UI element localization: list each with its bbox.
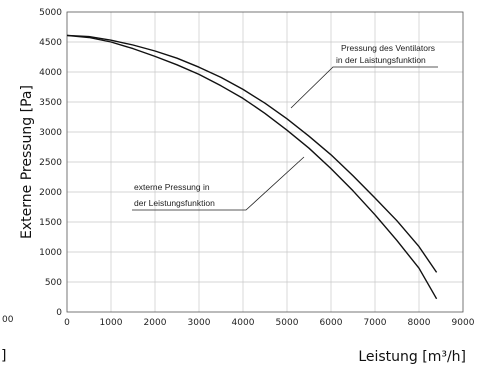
curve-external-pressure — [66, 34, 438, 300]
x-tick-label: 2000 — [144, 318, 167, 328]
y-tick-label: 0 — [56, 308, 62, 318]
left-edge-number-fragment: 00 — [2, 315, 14, 325]
annotation-fan-pressure-line1: Pressung des Ventilators — [341, 43, 435, 53]
left-edge-bracket-fragment: ] — [1, 348, 6, 364]
curve-fan-pressure — [66, 34, 438, 273]
x-tick-label: 5000 — [276, 318, 299, 328]
y-tick-label: 5000 — [39, 8, 62, 18]
annotation-external-pressure-line2: der Leistungsfunktion — [134, 198, 215, 208]
annotation-fan-pressure: Pressung des Ventilators in der Laistung… — [290, 43, 438, 109]
x-tick-labels: 0 1000 2000 3000 4000 5000 6000 7000 8000 9000 — [64, 318, 475, 328]
y-axis-title: Externe Pressung [Pa] — [19, 85, 35, 239]
curves — [66, 34, 438, 300]
plot-frame — [66, 11, 464, 313]
y-tick-label: 3500 — [39, 98, 62, 108]
x-tick-label: 7000 — [364, 318, 387, 328]
y-tick-label: 4000 — [39, 68, 62, 78]
x-tick-label: 6000 — [320, 318, 343, 328]
y-tick-label: 4500 — [39, 38, 62, 48]
y-tick-label: 1000 — [39, 248, 62, 258]
x-tick-label: 8000 — [408, 318, 431, 328]
annotation-fan-pressure-leader — [290, 66, 438, 109]
x-tick-label: 0 — [64, 318, 70, 328]
x-tick-label: 3000 — [188, 318, 211, 328]
grid-lines — [67, 12, 463, 312]
y-tick-label: 2500 — [39, 158, 62, 168]
annotation-external-pressure-leader — [132, 156, 305, 211]
y-tick-label: 2000 — [39, 188, 62, 198]
x-axis-title: Leistung [m³/h] — [358, 349, 466, 365]
annotation-fan-pressure-line2: in der Laistungsfunktion — [336, 55, 426, 65]
annotation-external-pressure: externe Pressung in der Leistungsfunktio… — [132, 156, 305, 211]
x-tick-label: 9000 — [452, 318, 475, 328]
y-tick-label: 500 — [45, 278, 62, 288]
x-tick-label: 1000 — [100, 318, 123, 328]
x-tick-label: 4000 — [232, 318, 255, 328]
annotation-external-pressure-line1: externe Pressung in — [134, 182, 210, 192]
y-tick-labels: 0 500 1000 1500 2000 2500 3000 3500 4000 4500 5000 — [39, 8, 62, 318]
y-tick-label: 3000 — [39, 128, 62, 138]
y-tick-label: 1500 — [39, 218, 62, 228]
